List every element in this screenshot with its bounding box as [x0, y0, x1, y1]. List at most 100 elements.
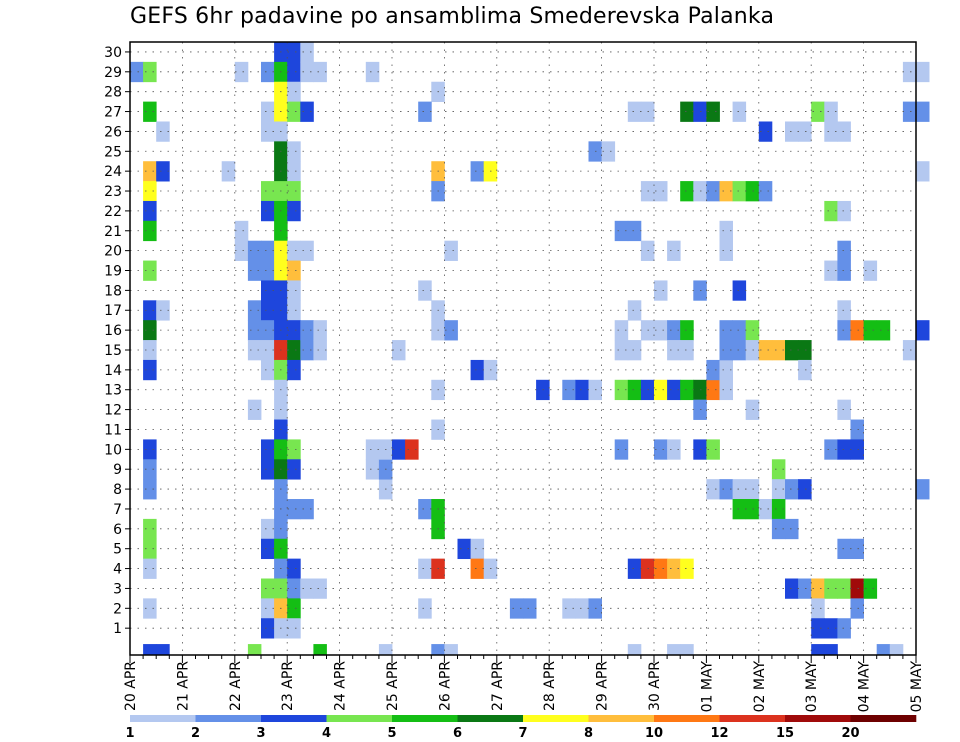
- heatmap-cell: [143, 598, 157, 619]
- heatmap-cell: [261, 61, 275, 83]
- heatmap-cell: [771, 459, 786, 480]
- heatmap-cell: [916, 61, 930, 83]
- heatmap-cell: [824, 200, 838, 222]
- heatmap-cell: [706, 181, 720, 202]
- heatmap-cell: [234, 240, 249, 261]
- plot-frame: [129, 41, 917, 656]
- heatmap-cell: [654, 379, 668, 401]
- heatmap-cell: [143, 340, 157, 361]
- x-tick-label: 28 APR: [542, 661, 558, 711]
- heatmap-cell: [378, 644, 393, 656]
- colorbar-label: 20: [841, 726, 859, 741]
- colorbar-label: 5: [387, 726, 396, 741]
- y-tick-label: 2: [113, 601, 122, 617]
- x-axis: 20 APR 21 APR 22 APR 23 APR 24 APR 25 APR 26 A…: [123, 655, 925, 712]
- heatmap-cell: [300, 578, 314, 599]
- heatmap-cell: [287, 320, 301, 341]
- y-tick-label: 5: [113, 542, 122, 558]
- heatmap-cell: [732, 101, 747, 122]
- y-tick-label: 13: [104, 383, 122, 399]
- heatmap-cell: [824, 644, 838, 656]
- colorbar-segment: [785, 715, 851, 722]
- heatmap-cell: [261, 618, 275, 639]
- y-tick-label: 7: [113, 502, 122, 518]
- heatmap-cell: [706, 439, 720, 460]
- heatmap-cell: [287, 161, 301, 182]
- heatmap-cell: [143, 439, 157, 460]
- heatmap-cell: [680, 558, 694, 579]
- heatmap-cell: [745, 181, 760, 202]
- heatmap-cell: [523, 598, 537, 619]
- y-tick-label: 14: [104, 363, 122, 379]
- heatmap-cell: [811, 618, 825, 639]
- heatmap-cell: [654, 320, 668, 341]
- heatmap-cell: [313, 578, 327, 599]
- heatmap-cell: [719, 220, 733, 242]
- colorbar-label: 1: [125, 726, 134, 741]
- x-tick-label: 01 MAY: [699, 661, 715, 713]
- y-tick-label: 28: [104, 85, 122, 101]
- x-tick-label: 23 APR: [280, 661, 296, 711]
- heatmap-cell: [300, 240, 314, 261]
- colorbar: 1 2 3 4 5 6 7 8 10 12 15 20: [125, 715, 917, 741]
- colorbar-label: 3: [256, 726, 265, 741]
- heatmap-cell: [785, 578, 799, 599]
- heatmap-cell: [562, 598, 576, 619]
- heatmap-cell: [300, 61, 314, 83]
- heatmap-cell: [889, 644, 904, 656]
- colorbar-label: 8: [584, 726, 593, 741]
- x-tick-label: 29 APR: [595, 661, 611, 711]
- heatmap-cell: [287, 300, 301, 321]
- heatmap-cell: [261, 121, 275, 142]
- x-tick-label: 20 APR: [123, 661, 139, 711]
- heatmap-cell: [143, 518, 157, 540]
- heatmap-cell: [837, 121, 851, 142]
- heatmap-cell: [863, 320, 878, 341]
- heatmap-cell: [143, 260, 157, 281]
- y-tick-label: 20: [104, 244, 122, 260]
- heatmap-cell: [300, 101, 314, 122]
- heatmap-cell: [798, 479, 812, 500]
- heatmap-cell: [732, 181, 747, 202]
- heatmap-cell: [287, 439, 301, 460]
- heatmap-cell: [247, 399, 262, 420]
- heatmap-cell: [261, 280, 275, 301]
- heatmap-cell: [418, 598, 432, 619]
- heatmap-cell: [811, 598, 825, 619]
- heatmap-cell: [261, 578, 275, 599]
- heatmap-cell: [287, 618, 301, 639]
- heatmap-cell: [614, 320, 629, 341]
- heatmap-cell: [667, 439, 681, 460]
- heatmap-cell: [614, 220, 629, 242]
- y-tick-label: 3: [113, 581, 122, 597]
- heatmap-cell: [667, 320, 681, 341]
- heatmap-cell: [667, 240, 681, 261]
- heatmap-cell: [261, 240, 275, 261]
- heatmap-cell: [261, 200, 275, 222]
- heatmap-cell: [470, 359, 485, 381]
- colorbar-segment: [523, 715, 589, 722]
- x-tick-label: 05 MAY: [909, 661, 925, 713]
- y-tick-label: 4: [113, 562, 122, 578]
- heatmap-cell: [719, 340, 733, 361]
- x-tick-label: 04 MAY: [857, 661, 873, 713]
- heatmap-cell: [575, 598, 589, 619]
- heatmap-cell: [916, 101, 930, 122]
- heatmap-cell: [916, 161, 930, 182]
- x-tick-label: 24 APR: [333, 661, 349, 711]
- heatmap-cell: [745, 320, 760, 341]
- heatmap-cell: [247, 320, 262, 341]
- heatmap-cell: [627, 300, 642, 321]
- heatmap-cell: [654, 280, 668, 301]
- heatmap-cell: [261, 518, 275, 540]
- heatmap-cell: [719, 240, 733, 261]
- heatmap-cell: [431, 644, 445, 656]
- colorbar-label: 10: [645, 726, 663, 741]
- heatmap-cell: [261, 260, 275, 281]
- y-tick-label: 29: [104, 65, 122, 81]
- heatmap-cell: [680, 379, 694, 401]
- heatmap-cell: [143, 459, 157, 480]
- heatmap-cell: [837, 320, 851, 341]
- heatmap-cell: [143, 61, 157, 83]
